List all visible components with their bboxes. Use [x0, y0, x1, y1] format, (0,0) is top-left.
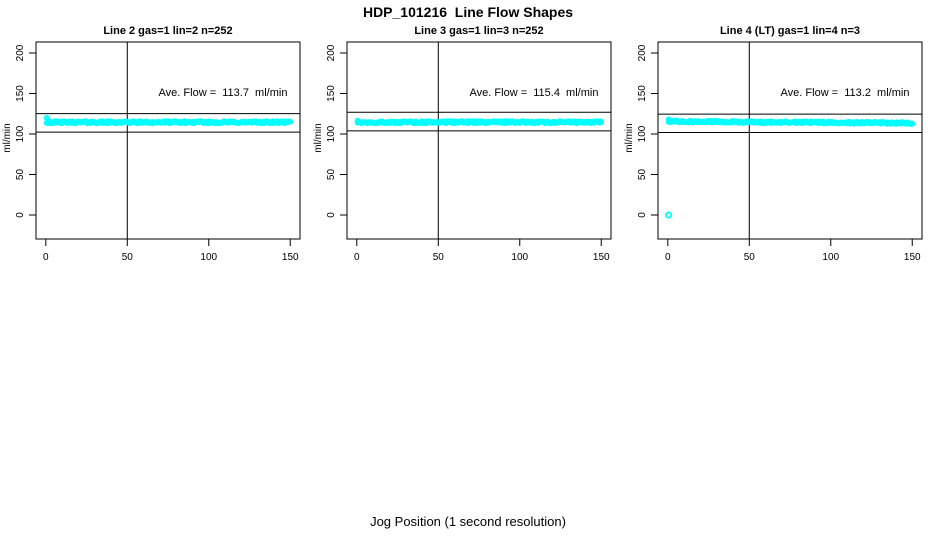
y-tick-label: 150	[326, 85, 337, 102]
data-point	[287, 118, 294, 125]
panel3-title: Line 4 (LT) gas=1 lin=4 n=3	[719, 25, 861, 37]
outlier-data-point	[665, 211, 673, 219]
plot-box	[35, 41, 301, 240]
y-tick-label: 0	[326, 212, 337, 218]
data-point	[909, 120, 916, 127]
plot-box	[346, 41, 612, 240]
y-tick-label: 100	[637, 125, 648, 142]
y-tick-label: 50	[637, 169, 648, 181]
x-tick-label: 50	[433, 252, 445, 263]
panel3-ave-flow-label: Ave. Flow = 113.2 ml/min	[780, 87, 910, 99]
panel2-ave-flow-label: Ave. Flow = 115.4 ml/min	[469, 87, 599, 99]
panel2-title: Line 3 gas=1 lin=3 n=252	[414, 25, 544, 37]
x-tick-label: 100	[200, 252, 217, 263]
x-tick-label: 150	[593, 252, 610, 263]
plot-box	[657, 41, 923, 240]
y-tick-label: 50	[15, 169, 26, 181]
x-tick-label: 50	[744, 252, 756, 263]
y-tick-label: 0	[637, 212, 648, 218]
y-tick-label: 0	[15, 212, 26, 218]
y-tick-label: 100	[15, 125, 26, 142]
y-tick-label: 200	[15, 44, 26, 61]
data-point	[598, 119, 605, 126]
y-tick-label: 200	[637, 44, 648, 61]
x-tick-label: 100	[822, 252, 839, 263]
panel1-y-axis-label: ml/min	[2, 123, 13, 153]
panel1-title: Line 2 gas=1 lin=2 n=252	[103, 25, 233, 37]
panel1-ave-flow-label: Ave. Flow = 113.7 ml/min	[158, 87, 288, 99]
panel3-y-axis-label: ml/min	[624, 123, 635, 153]
figure-title: HDP_101216 Line Flow Shapes	[362, 4, 574, 20]
y-tick-label: 100	[326, 125, 337, 142]
x-tick-label: 50	[122, 252, 134, 263]
x-tick-label: 0	[665, 252, 671, 263]
y-tick-label: 50	[326, 169, 337, 181]
y-tick-label: 150	[637, 85, 648, 102]
x-tick-label: 150	[282, 252, 299, 263]
y-tick-label: 200	[326, 44, 337, 61]
x-tick-label: 100	[511, 252, 528, 263]
y-tick-label: 150	[15, 85, 26, 102]
panel2-y-axis-label: ml/min	[313, 123, 324, 153]
x-tick-label: 0	[43, 252, 49, 263]
figure-x-axis-label: Jog Position (1 second resolution)	[370, 514, 566, 529]
x-tick-label: 0	[354, 252, 360, 263]
x-tick-label: 150	[904, 252, 921, 263]
